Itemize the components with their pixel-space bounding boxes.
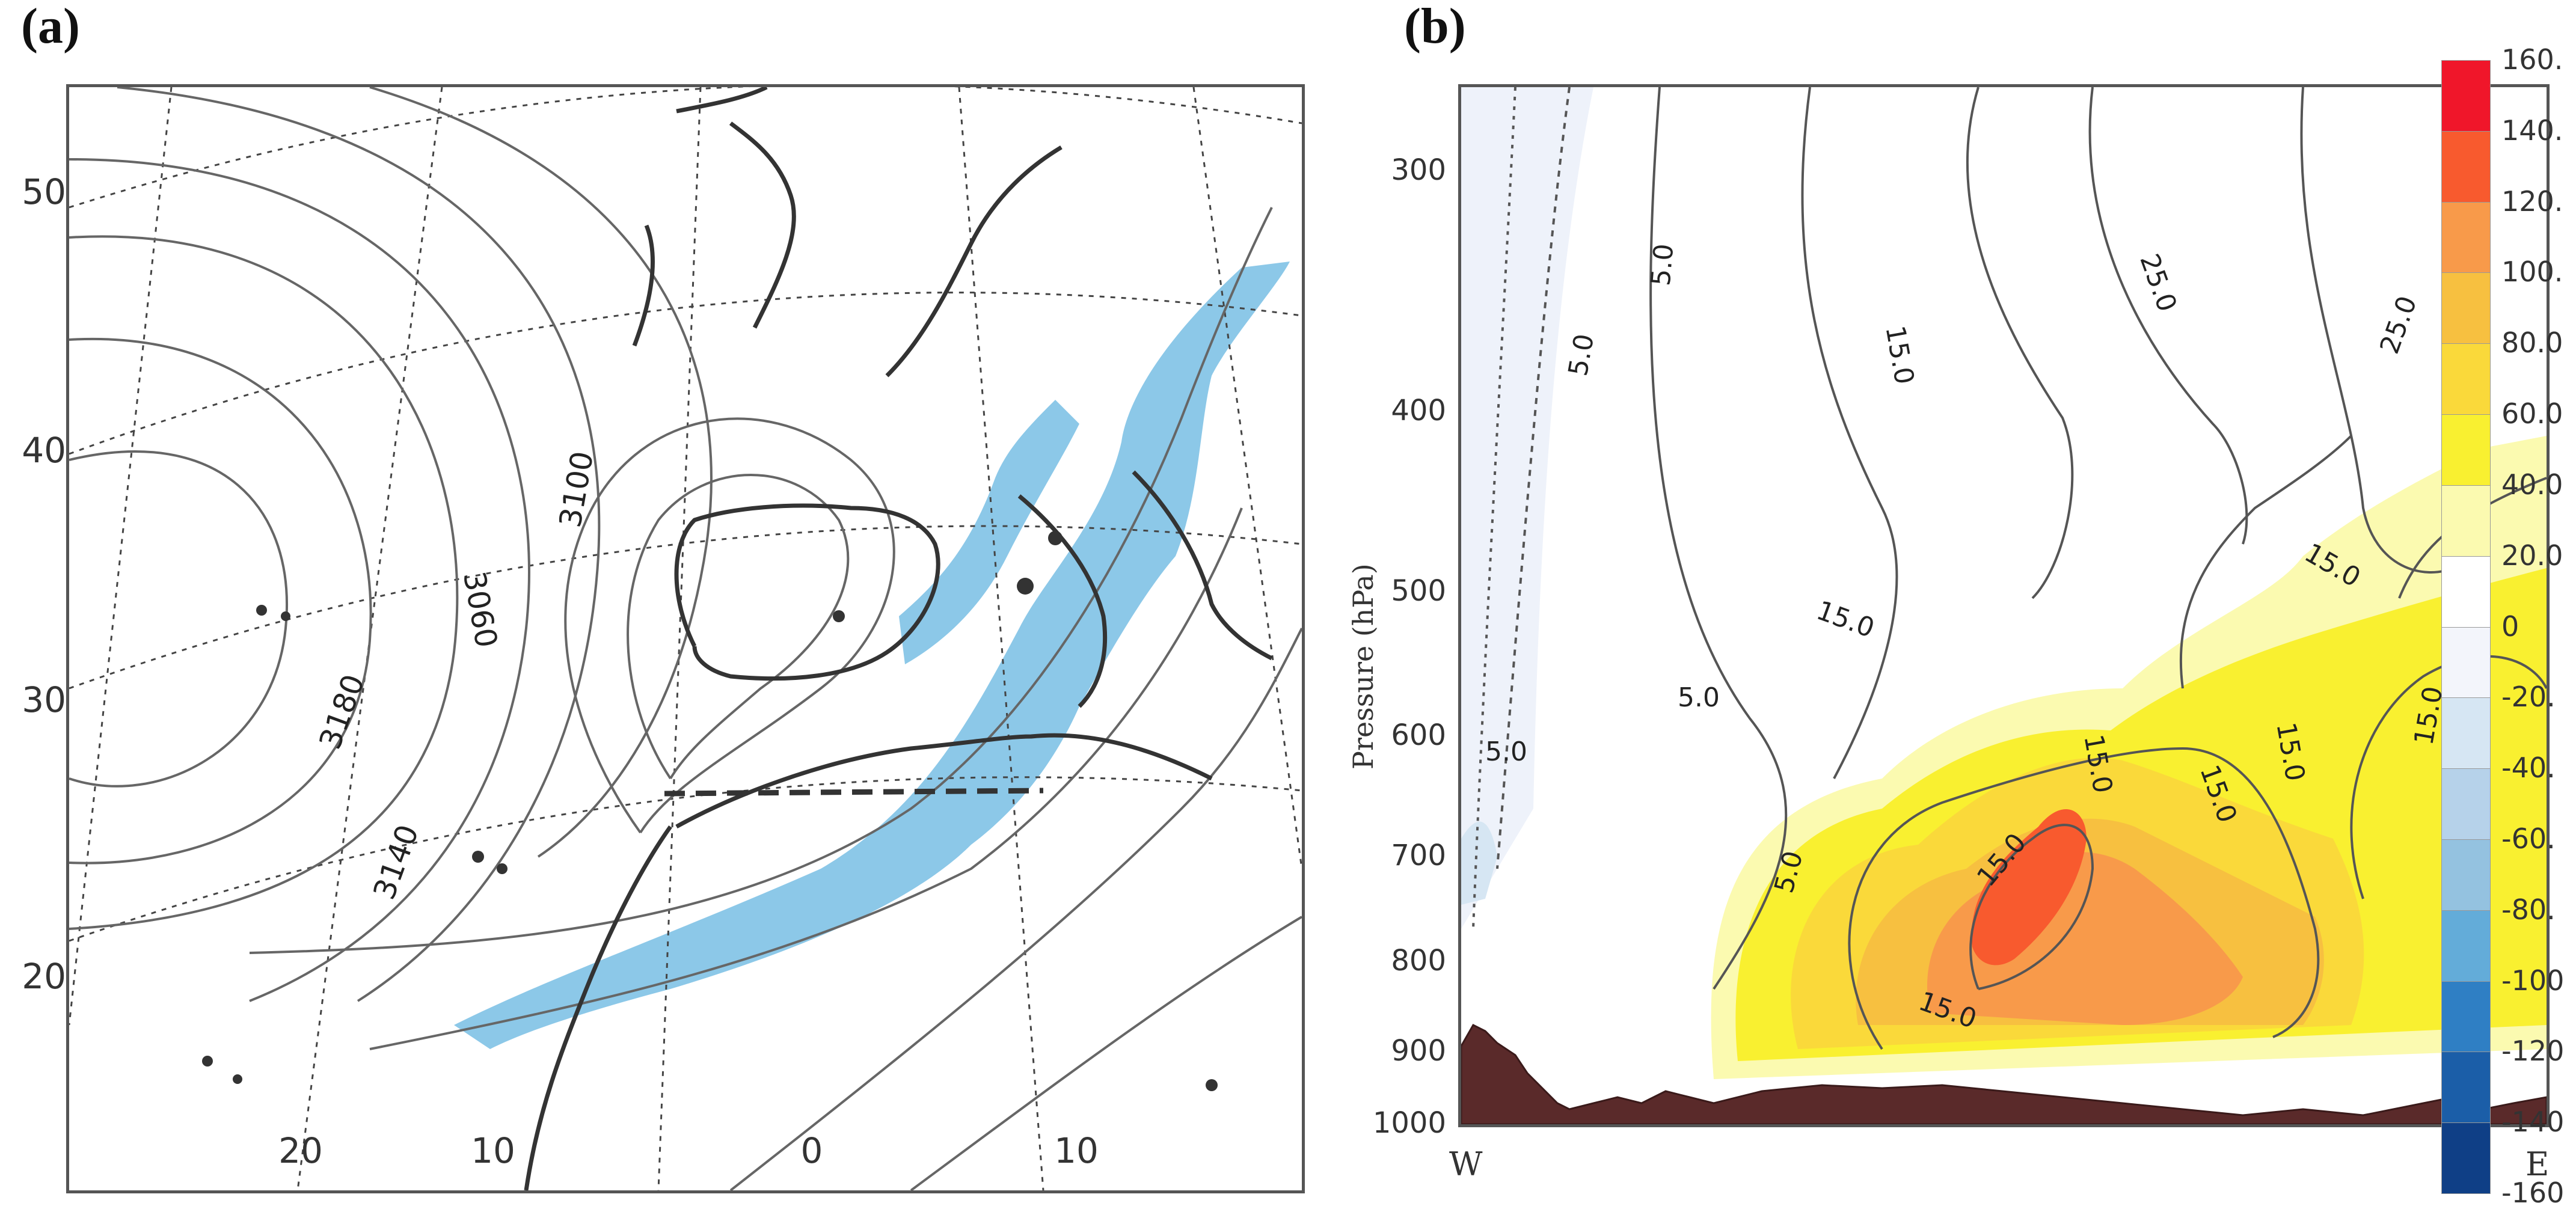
colorbar-swatch	[2441, 60, 2491, 132]
colorbar-tick-label: -120	[2501, 1035, 2565, 1068]
colorbar-tick-label: -60.	[2501, 822, 2556, 855]
panel-b-label: (b)	[1404, 0, 1466, 54]
colorbar-tick-label: 0	[2501, 610, 2519, 643]
wind-contours	[1472, 87, 2547, 1050]
pressure-tick: 600	[1391, 718, 1446, 752]
colorbar-tick-label: 20.0	[2501, 539, 2563, 572]
islands	[202, 531, 1218, 1091]
map-frame: 3100 3060 3180 3140	[66, 84, 1305, 1193]
moisture-band-north	[899, 400, 1079, 664]
panel-a-label: (a)	[21, 0, 80, 54]
synoptic-map	[69, 87, 1302, 1190]
colorbar-swatch	[2441, 343, 2491, 415]
colorbar-swatch	[2441, 1122, 2491, 1194]
pressure-tick: 300	[1391, 153, 1446, 187]
lat-tick: 20	[22, 956, 66, 997]
colorbar-tick-label: -100	[2501, 964, 2565, 997]
cross-section-frame: 5.0 5.0 15.0 25.0 25.0 15.0 15.0 5.0 5.0…	[1458, 84, 2550, 1127]
moisture-band-shading	[454, 262, 1290, 1049]
height-contours	[69, 87, 1302, 1190]
lon-tick: 0	[800, 1130, 823, 1171]
cross-section-line	[664, 788, 1044, 797]
colorbar-swatch	[2441, 697, 2491, 770]
pressure-tick: 1000	[1372, 1106, 1446, 1140]
west-tick: W	[1449, 1145, 1483, 1183]
shading-120	[1971, 809, 2087, 966]
contour-label: 5.0	[1485, 736, 1527, 767]
colorbar-swatch	[2441, 485, 2491, 557]
lat-tick: 30	[22, 679, 66, 720]
colorbar-swatch	[2441, 981, 2491, 1053]
colorbar-tick-label: 120.	[2501, 185, 2563, 218]
colorbar-tick-label: -160	[2501, 1177, 2565, 1209]
lat-tick: 50	[22, 171, 66, 212]
colorbar-swatch	[2441, 201, 2491, 274]
colorbar-tick-label: 40.0	[2501, 468, 2563, 501]
colorbar-tick-label: -20.	[2501, 681, 2556, 714]
east-tick: E	[2525, 1145, 2550, 1183]
colorbar-tick-label: 80.0	[2501, 326, 2563, 360]
lat-tick: 40	[22, 430, 66, 471]
colorbar-tick-label: 160.	[2501, 43, 2563, 76]
coastlines	[524, 87, 1273, 1190]
cross-section-plot	[1461, 87, 2547, 1124]
pressure-tick: 800	[1391, 944, 1446, 978]
colorbar-tick-label: 60.0	[2501, 397, 2563, 430]
lon-tick: 10	[1054, 1130, 1099, 1171]
pressure-tick: 700	[1391, 839, 1446, 872]
negative-shading-2	[1461, 821, 1497, 905]
colorbar-swatch	[2441, 272, 2491, 344]
colorbar-tick-label: -80.	[2501, 893, 2556, 926]
lon-tick: 20	[278, 1130, 323, 1171]
colorbar-swatch	[2441, 1051, 2491, 1124]
colorbar-swatch	[2441, 414, 2491, 486]
pressure-tick: 900	[1391, 1034, 1446, 1068]
contour-label: 5.0	[1678, 682, 1720, 713]
colorbar-tick-label: 140.	[2501, 114, 2563, 147]
colorbar-swatch	[2441, 910, 2491, 982]
colorbar-tick-label: 100.	[2501, 256, 2563, 289]
colorbar-swatch	[2441, 839, 2491, 911]
contour-label: 5.0	[1645, 242, 1680, 287]
colorbar-swatch	[2441, 130, 2491, 203]
pressure-tick: 400	[1391, 394, 1446, 427]
colorbar-swatch	[2441, 556, 2491, 628]
colorbar-swatch	[2441, 768, 2491, 840]
pressure-tick: 500	[1391, 574, 1446, 608]
colorbar-tick-label: -40.	[2501, 751, 2556, 785]
colorbar-swatch	[2441, 626, 2491, 699]
lon-tick: 10	[471, 1130, 515, 1171]
colorbar-tick-label: -140	[2501, 1106, 2565, 1139]
